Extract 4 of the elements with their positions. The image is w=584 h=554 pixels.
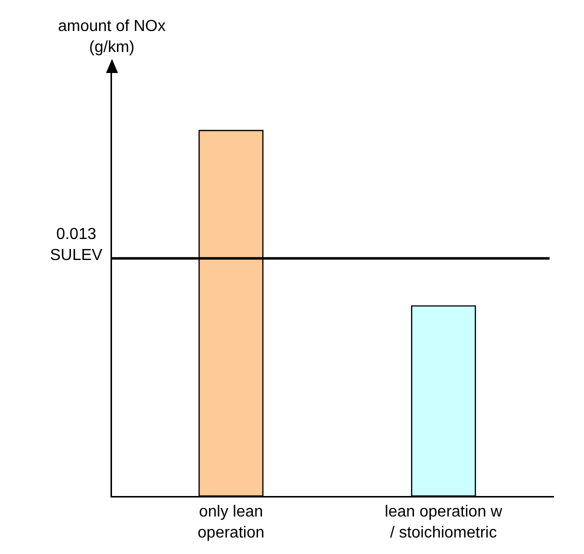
ref-line-label: 0.013 SULEV — [50, 226, 103, 264]
y-axis-title: amount of NOx (g/km) — [58, 18, 166, 56]
x-tick-label: only lean operation — [198, 504, 264, 542]
x-tick-label: lean operation w / stoichiometric — [384, 504, 503, 542]
